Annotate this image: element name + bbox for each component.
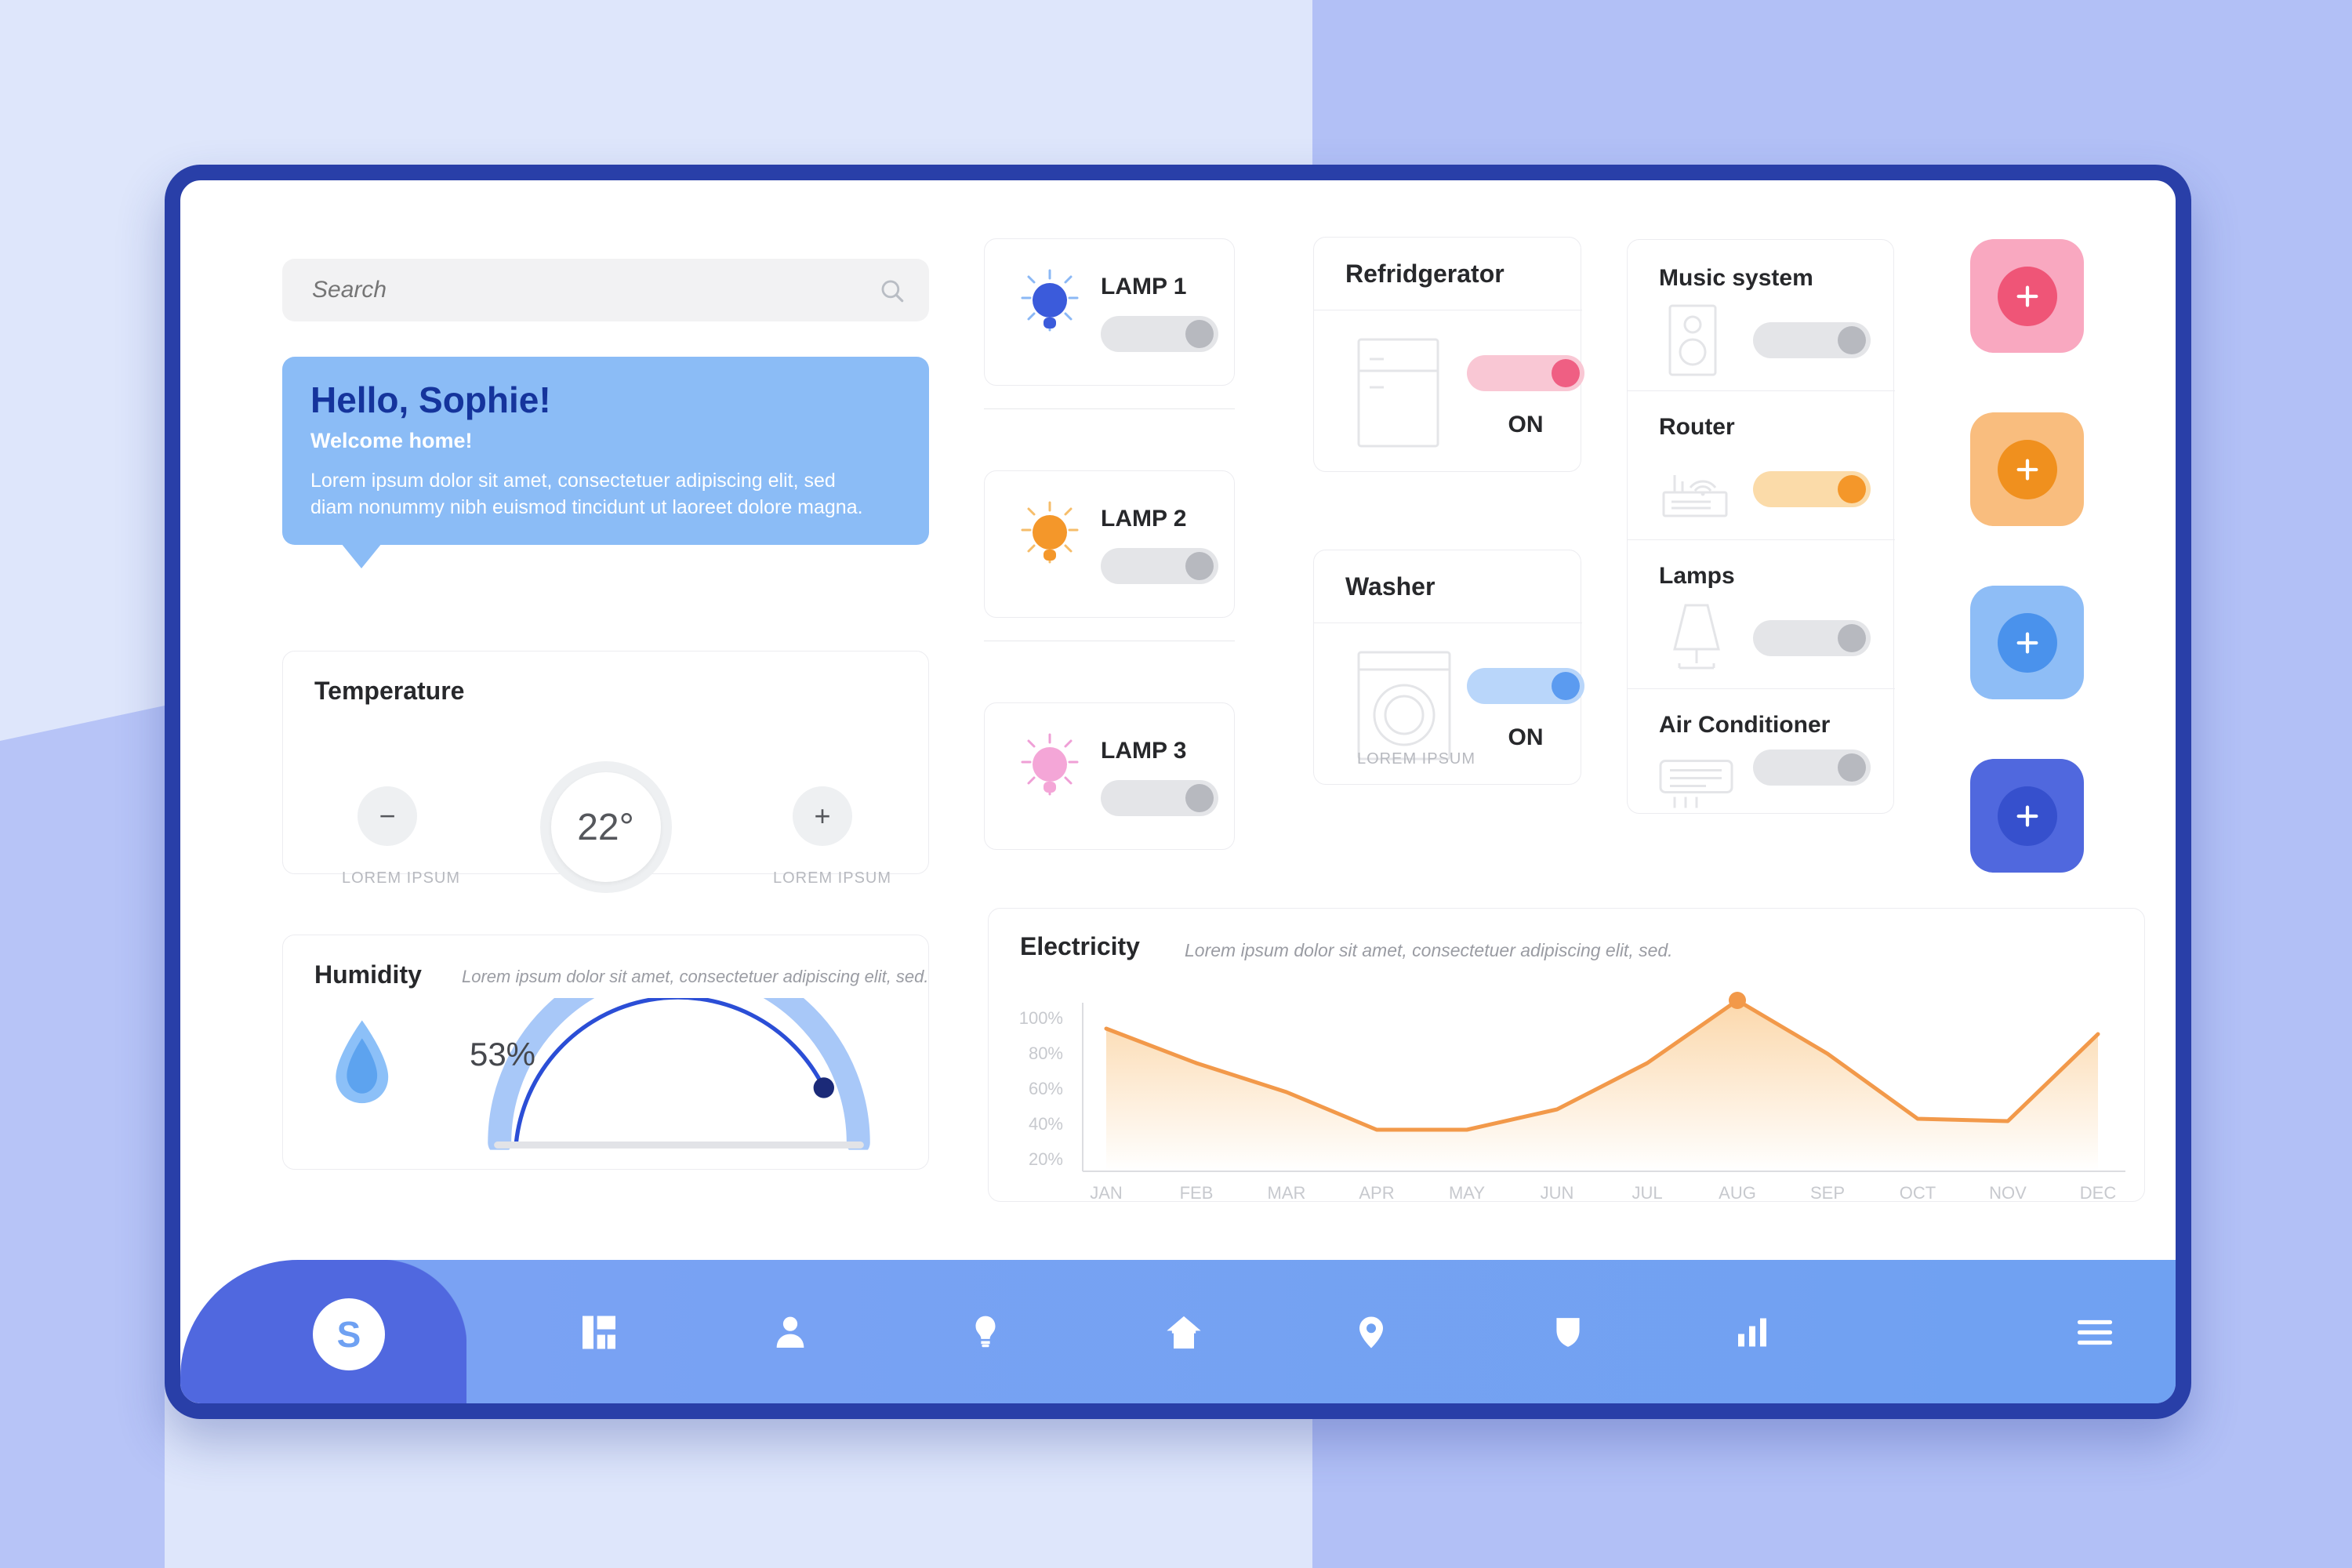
- svg-text:MAY: MAY: [1449, 1183, 1485, 1203]
- svg-text:MAR: MAR: [1268, 1183, 1306, 1203]
- svg-text:40%: 40%: [1029, 1114, 1063, 1134]
- svg-text:APR: APR: [1359, 1183, 1394, 1203]
- svg-text:JAN: JAN: [1090, 1183, 1123, 1203]
- svg-text:100%: 100%: [1019, 1008, 1063, 1028]
- svg-text:OCT: OCT: [1900, 1183, 1936, 1203]
- svg-text:JUN: JUN: [1541, 1183, 1574, 1203]
- svg-text:60%: 60%: [1029, 1079, 1063, 1098]
- svg-text:AUG: AUG: [1719, 1183, 1756, 1203]
- svg-text:NOV: NOV: [1989, 1183, 2027, 1203]
- svg-text:20%: 20%: [1029, 1149, 1063, 1169]
- svg-text:JUL: JUL: [1632, 1183, 1662, 1203]
- svg-text:SEP: SEP: [1810, 1183, 1845, 1203]
- svg-text:DEC: DEC: [2080, 1183, 2117, 1203]
- svg-text:FEB: FEB: [1180, 1183, 1214, 1203]
- svg-text:80%: 80%: [1029, 1044, 1063, 1063]
